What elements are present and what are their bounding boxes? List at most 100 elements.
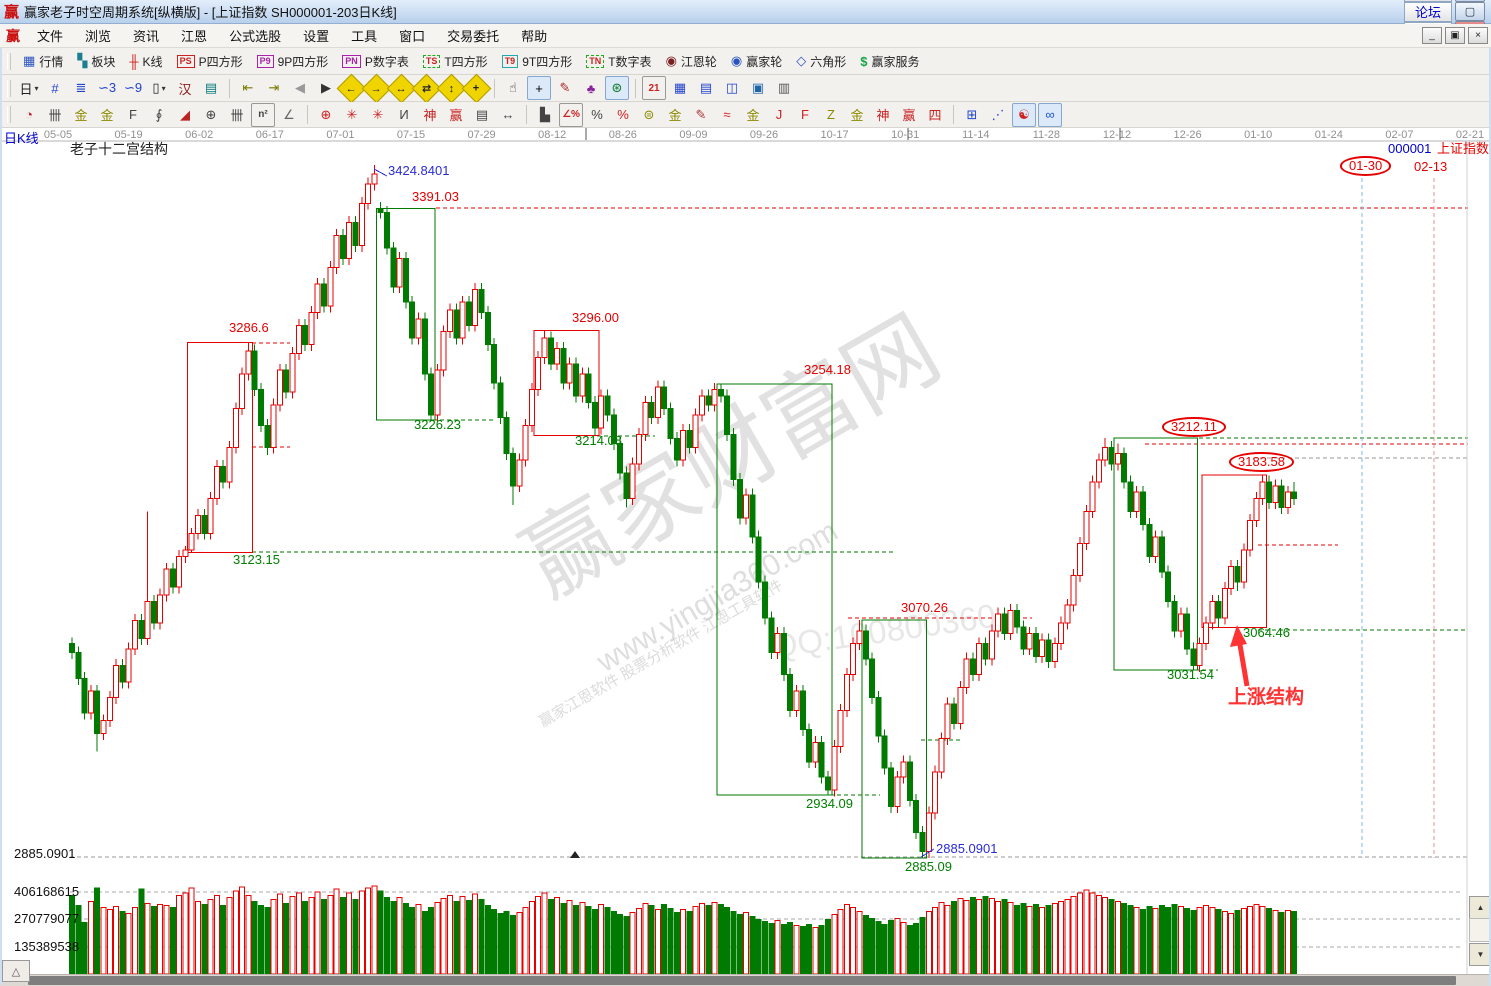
star-box-icon[interactable]: ✳ (366, 103, 390, 127)
print-icon[interactable]: ▥ (772, 76, 796, 100)
shen-angle-icon[interactable]: 神 (871, 103, 895, 127)
menu-item-9[interactable]: 帮助 (521, 29, 548, 44)
star-grid-icon[interactable]: ✳ (340, 103, 364, 127)
menu-item-6[interactable]: 工具 (351, 29, 378, 44)
horizontal-scrollbar-thumb[interactable] (28, 976, 1456, 985)
minimize-button[interactable]: — (1455, 0, 1485, 2)
gold-comb2-icon[interactable]: 金 (95, 103, 119, 127)
calculator-icon[interactable]: ▦ (668, 76, 692, 100)
last-bar-icon[interactable]: ⇥ (262, 76, 286, 100)
wave-3-icon[interactable]: ∽3 (95, 76, 119, 100)
menu-item-3[interactable]: 江恩 (181, 29, 208, 44)
gold-line-icon[interactable]: 金 (663, 103, 687, 127)
fib-comb-icon[interactable]: F (121, 103, 145, 127)
expand-all-icon[interactable]: + (461, 73, 492, 103)
mdi-minimize-button[interactable]: _ (1422, 27, 1442, 44)
gann-wheel-button[interactable]: ◉ 江恩轮 (659, 51, 724, 72)
ink-brush-icon[interactable]: ✎ (689, 103, 713, 127)
infinity-icon[interactable]: ∞ (1038, 102, 1062, 127)
span-measure-icon[interactable]: ↔ (496, 103, 520, 127)
si-angle-icon[interactable]: 四 (923, 103, 947, 127)
j-angle-icon[interactable]: J (767, 103, 791, 127)
gann-flower-icon[interactable]: ♣ (579, 76, 603, 100)
notes-icon[interactable]: ▤ (694, 76, 718, 100)
ying-angle-icon[interactable]: 赢 (897, 103, 921, 127)
percent-table-icon[interactable]: ▙ (533, 103, 557, 127)
gann-target-icon[interactable]: ⊕ (314, 103, 338, 127)
expand-pane-button[interactable]: △ (2, 960, 30, 982)
restore-button[interactable]: ▢ (1455, 2, 1485, 21)
brain-tool-icon[interactable]: ⊛ (605, 76, 629, 100)
chart-canvas[interactable] (0, 142, 1491, 975)
scroll-up-button[interactable]: ▲ (1469, 896, 1491, 919)
angle-fan-icon[interactable]: ∠ (277, 103, 301, 127)
chinese-mark-icon[interactable]: 汉 (173, 76, 197, 100)
sectors-button[interactable]: ▚ 板块 (70, 51, 122, 72)
winner-wheel-button[interactable]: ◉ 赢家轮 (724, 51, 789, 72)
t9-square-button[interactable]: T9 9T四方形 (495, 51, 580, 72)
spiral-icon[interactable]: ∮ (147, 103, 171, 127)
z-angle-icon[interactable]: Z (819, 103, 843, 127)
first-bar-icon[interactable]: ⇤ (236, 76, 260, 100)
hexagon-button[interactable]: ◇ 六角形 (789, 51, 853, 72)
mdi-restore-button[interactable]: ▣ (1445, 27, 1465, 44)
bar-comb-icon[interactable]: 卌 (225, 103, 249, 127)
p-square-button[interactable]: PS P四方形 (170, 51, 250, 72)
percent-line-icon[interactable]: % (611, 103, 635, 127)
p9-square-button[interactable]: P9 9P四方形 (250, 51, 336, 72)
vertical-scrollbar-track[interactable] (1469, 918, 1490, 942)
gann-fan-icon[interactable]: ◔ (17, 103, 41, 127)
draw-line-icon[interactable]: ✎ (553, 76, 577, 100)
wave-percent-icon[interactable]: ≈ (715, 103, 739, 127)
calendar-icon[interactable]: 21 (642, 76, 666, 100)
gold-angle-icon[interactable]: 金 (845, 103, 869, 127)
cycle-circle-icon[interactable]: ⊕ (199, 103, 223, 127)
service-button[interactable]: 客服 (1403, 0, 1452, 2)
k-mark-icon[interactable]: И (392, 103, 416, 127)
menu-item-7[interactable]: 窗口 (399, 29, 426, 44)
taiji-icon[interactable]: ☯ (1012, 102, 1036, 127)
grid-icon[interactable]: ⊞ (960, 103, 984, 127)
ruler-123-icon[interactable]: ▤ (470, 103, 494, 127)
menu-item-4[interactable]: 公式选股 (229, 29, 282, 44)
f-angle-icon[interactable]: F (793, 103, 817, 127)
save-icon[interactable]: ◫ (720, 76, 744, 100)
forum-button[interactable]: 论坛 (1403, 1, 1452, 22)
p-number-button[interactable]: PN P数字表 (335, 51, 416, 72)
horizontal-scrollbar[interactable] (0, 974, 1491, 986)
hand-tool-icon[interactable]: ☝ (501, 76, 525, 100)
t-square-button[interactable]: TS T四方形 (416, 51, 495, 72)
percent-icon[interactable]: % (585, 103, 609, 127)
menu-item-1[interactable]: 浏览 (85, 29, 112, 44)
menu-item-8[interactable]: 交易委托 (447, 29, 500, 44)
capture-icon[interactable]: ▣ (746, 76, 770, 100)
n-square-icon[interactable]: n² (251, 102, 275, 127)
wave-9-icon[interactable]: ∽9 (121, 76, 145, 100)
mdi-close-button[interactable]: × (1468, 27, 1488, 44)
time-comb-icon[interactable]: 卌 (43, 103, 67, 127)
quotes-button[interactable]: ▦ 行情 (16, 51, 70, 72)
info-list-icon[interactable]: ≣ (69, 76, 93, 100)
overlay-chart-icon[interactable]: # (43, 76, 67, 100)
t-number-button[interactable]: TN T数字表 (579, 51, 658, 72)
candle-style-dropdown[interactable]: ▯ ▾ (147, 76, 171, 100)
winner-service-button[interactable]: $ 赢家服务 (853, 51, 926, 72)
price-fan-icon[interactable]: ◢ (173, 103, 197, 127)
menu-item-0[interactable]: 文件 (37, 29, 64, 44)
menu-item-2[interactable]: 资讯 (133, 29, 160, 44)
trend-lines-icon[interactable]: ⋰ (986, 103, 1010, 127)
gold-comb-icon[interactable]: 金 (69, 103, 93, 127)
scroll-down-button[interactable]: ▼ (1469, 943, 1491, 966)
crosshair-tool-icon[interactable]: + (527, 76, 551, 100)
next-bar-icon[interactable]: ▶ (314, 76, 338, 100)
shen-comb-icon[interactable]: 神 (418, 103, 442, 127)
period-day-dropdown[interactable]: 日 ▾ (17, 76, 41, 100)
gold-circle-icon[interactable]: ⊜ (637, 103, 661, 127)
menu-item-5[interactable]: 设置 (303, 29, 330, 44)
percent-slash-icon[interactable]: ∠% (559, 102, 583, 127)
volume-profile-icon[interactable]: ▤ (199, 76, 223, 100)
ying-comb-icon[interactable]: 赢 (444, 103, 468, 127)
gold-line2-icon[interactable]: 金 (741, 103, 765, 127)
kline-button[interactable]: ╫ K线 (122, 51, 169, 72)
prev-bar-icon[interactable]: ◀ (288, 76, 312, 100)
